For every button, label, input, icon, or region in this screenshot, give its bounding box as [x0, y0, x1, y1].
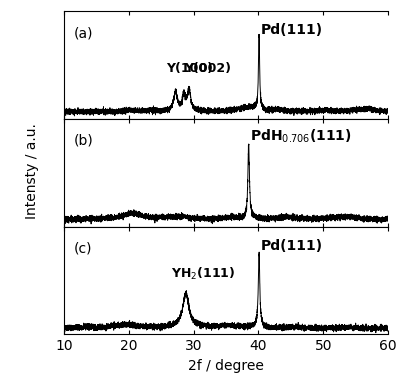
Text: Y(100): Y(100)	[166, 62, 213, 74]
X-axis label: 2f / degree: 2f / degree	[188, 359, 264, 373]
Text: Pd(111): Pd(111)	[260, 239, 322, 253]
Text: Pd(111): Pd(111)	[260, 24, 322, 37]
Text: (b): (b)	[74, 134, 94, 148]
Text: Intensty / a.u.: Intensty / a.u.	[25, 123, 39, 219]
Text: PdH$_{0.706}$(111): PdH$_{0.706}$(111)	[250, 128, 352, 145]
Text: YH$_2$(111): YH$_2$(111)	[171, 266, 235, 282]
Text: (c): (c)	[74, 242, 92, 256]
Text: (a): (a)	[74, 26, 93, 40]
Text: Y(002): Y(002)	[184, 62, 231, 74]
